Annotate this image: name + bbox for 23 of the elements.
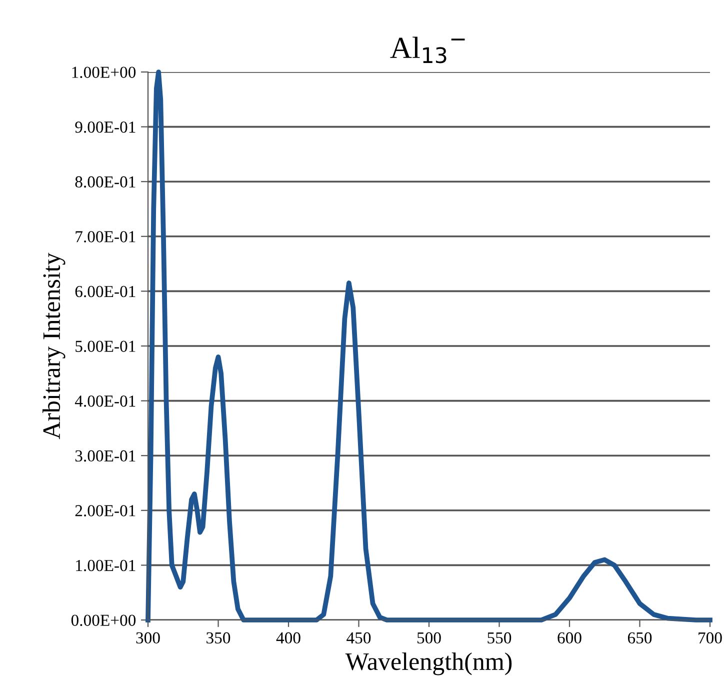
x-tick-label: 500 — [417, 632, 441, 644]
y-axis-title: Arbitrary Intensity — [42, 252, 66, 440]
chart-title: Al$_{13}$$^{−}$ — [390, 36, 465, 64]
y-tick-label: 3.00E-01 — [75, 450, 136, 462]
y-tick-label: 6.00E-01 — [75, 286, 136, 298]
y-tick-label: 5.00E-01 — [76, 340, 136, 352]
x-tick-label: 450 — [346, 632, 371, 644]
y-tick-label: 2.00E-01 — [75, 505, 136, 516]
x-tick-label: 350 — [206, 632, 230, 644]
x-tick-label: 700 — [698, 632, 722, 644]
y-tick-label: 1.00E+00 — [72, 66, 136, 78]
y-tick-label: 8.00E-01 — [75, 176, 136, 188]
y-tick-label: 9.00E-01 — [75, 122, 136, 133]
y-tick-label: 7.00E-01 — [76, 231, 136, 242]
x-tick-label: 550 — [488, 632, 512, 644]
y-tick-label: 1.00E-01 — [76, 560, 136, 572]
x-tick-label: 600 — [558, 632, 582, 644]
x-tick-label: 400 — [276, 632, 300, 644]
x-tick-label: 300 — [136, 632, 160, 644]
y-tick-label: 4.00E-01 — [74, 396, 136, 407]
x-axis-title: Wavelength(nm) — [345, 652, 512, 676]
y-tick-label: 0.00E+00 — [71, 614, 136, 626]
x-tick-label: 650 — [628, 632, 652, 644]
